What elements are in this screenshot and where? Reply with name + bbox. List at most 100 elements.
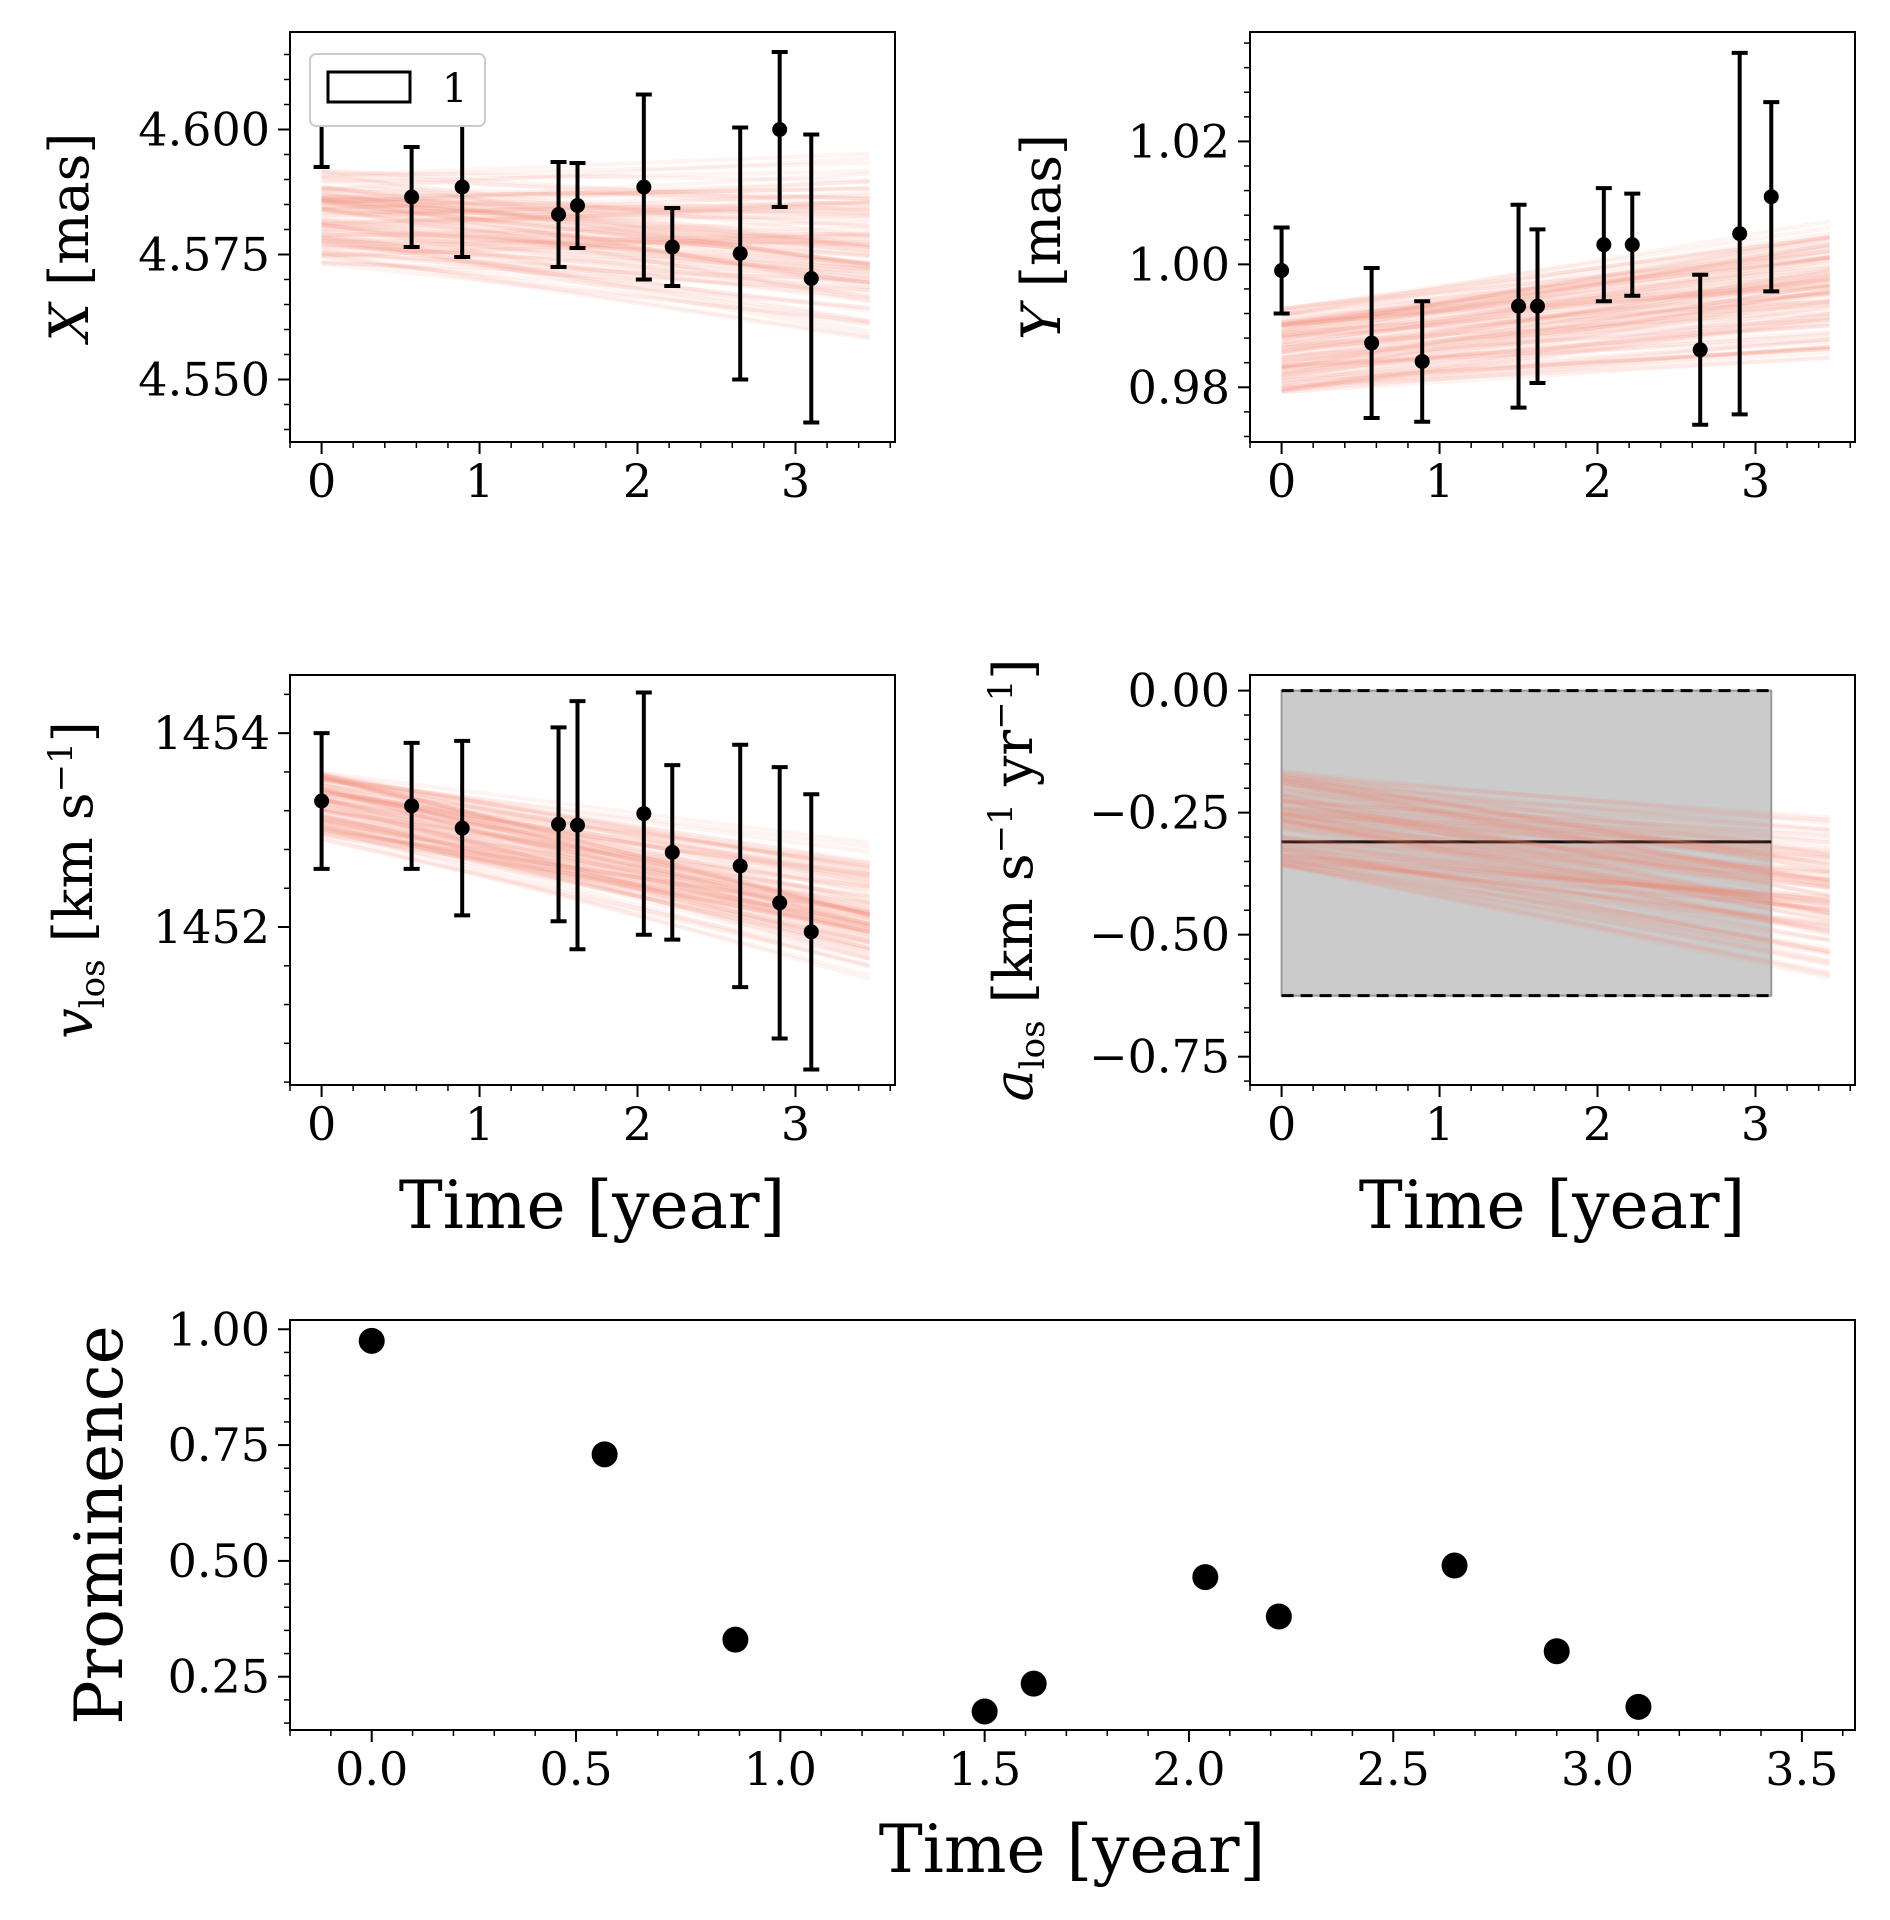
data-point	[1274, 263, 1290, 279]
posterior-sample-line	[1281, 835, 1830, 904]
posterior-sample-line	[1281, 861, 1830, 930]
x-tick-label: 1	[465, 1097, 494, 1151]
data-point	[636, 179, 652, 195]
data-point	[1624, 237, 1640, 253]
posterior-sample-line	[1281, 778, 1831, 866]
ylabel-unit: [km s	[982, 853, 1045, 1020]
posterior-sample-line	[1281, 776, 1831, 890]
x-tick-label: 2	[623, 1097, 652, 1151]
posterior-sample-line	[321, 250, 870, 290]
posterior-sample-line	[1281, 812, 1830, 882]
plot-frame	[289, 1319, 1856, 1731]
data-point	[803, 924, 819, 940]
panel-x: 0 1 2 3 4.550 4.575 4.600 1 X [mas]	[38, 31, 896, 508]
posterior-sample-line	[1281, 798, 1831, 915]
posterior-sample-line	[1281, 833, 1831, 931]
data-marks	[313, 50, 820, 425]
posterior-sample-line	[1281, 782, 1830, 845]
x-tick-label: 0	[1267, 454, 1296, 508]
posterior-sample-line	[1281, 842, 1831, 963]
posterior-sample-line	[1281, 772, 1831, 875]
posterior-sample-line	[1281, 857, 1831, 978]
plot-frame	[1249, 31, 1856, 443]
posterior-sample-line	[1281, 811, 1831, 913]
posterior-sample-line	[1281, 839, 1830, 911]
posterior-sample-line	[1281, 812, 1830, 853]
y-tick-label: 0.25	[168, 1650, 270, 1704]
posterior-sample-line	[1281, 837, 1830, 882]
posterior-sample-line	[321, 233, 871, 338]
posterior-sample-line	[1281, 791, 1830, 832]
y-tick-label: 4.600	[138, 103, 270, 157]
posterior-sample-line	[1281, 844, 1830, 912]
posterior-sample-line	[1281, 793, 1831, 904]
x-tick-label: 0	[307, 454, 336, 508]
posterior-sample-line	[1281, 820, 1830, 874]
posterior-lines	[1281, 768, 1831, 980]
data-point	[358, 1327, 385, 1354]
posterior-sample-line	[1281, 813, 1831, 934]
posterior-sample-line	[1281, 826, 1831, 934]
panel-vlos: 0 1 2 3 1452 1454 vlos [km s−1] Time [year]	[41, 674, 896, 1244]
data-marks	[1273, 50, 1780, 427]
posterior-sample-line	[1281, 782, 1831, 888]
posterior-sample-line	[1281, 799, 1831, 897]
posterior-sample-line	[1281, 797, 1831, 919]
posterior-sample-line	[1281, 835, 1830, 889]
posterior-sample-line	[1281, 815, 1830, 875]
ticks: 0 1 2 3 −0.75 −0.50 −0.25 0.00	[1089, 664, 1852, 1151]
posterior-sample-line	[1281, 814, 1830, 859]
ylabel-close: ]	[42, 721, 105, 742]
data-point	[551, 207, 567, 222]
plot-frame	[1249, 674, 1856, 1086]
y-tick-label: 0.75	[168, 1418, 270, 1472]
ylabel-sub: los	[73, 959, 113, 1008]
posterior-sample-line	[1281, 817, 1831, 916]
posterior-sample-line	[1281, 858, 1830, 900]
posterior-sample-line	[1281, 841, 1831, 956]
x-tick-label: 3.0	[1561, 1742, 1634, 1796]
data-marks	[1280, 689, 1773, 998]
y-axis-label: Y [mas]	[1010, 134, 1073, 340]
posterior-sample-line	[1281, 798, 1830, 838]
x-tick-label: 0.5	[539, 1742, 612, 1796]
posterior-sample-line	[321, 258, 870, 310]
posterior-sample-line	[321, 251, 870, 285]
posterior-sample-line	[1281, 853, 1830, 927]
ylabel-sub: los	[1013, 1020, 1053, 1069]
posterior-sample-line	[1281, 797, 1831, 898]
x-tick-label: 2	[1583, 1097, 1612, 1151]
data-point	[1441, 1552, 1468, 1579]
posterior-sample-line	[1281, 787, 1831, 883]
posterior-sample-line	[1281, 793, 1831, 883]
y-tick-label: 1454	[153, 706, 270, 760]
posterior-sample-line	[321, 239, 870, 301]
posterior-sample-line	[1281, 810, 1831, 908]
posterior-sample-line	[1281, 856, 1831, 967]
ylabel-unit: [km s	[42, 792, 105, 959]
posterior-sample-line	[321, 244, 870, 274]
ticks: 0 1 2 3 4.550 4.575 4.600	[138, 53, 892, 508]
posterior-sample-line	[321, 251, 870, 295]
posterior-sample-line	[1281, 823, 1830, 887]
x-tick-label: 3	[1741, 1097, 1770, 1151]
panel-prominence: 0.0 0.5 1.0 1.5 2.0 2.5 3.0 3.5 0.25 0.50 0.75 1.00…	[61, 1302, 1856, 1888]
posterior-sample-line	[321, 237, 870, 258]
posterior-sample-line	[1281, 816, 1831, 936]
posterior-sample-line	[1281, 853, 1830, 928]
data-point	[1192, 1564, 1219, 1591]
x-tick-label: 1.5	[948, 1742, 1021, 1796]
posterior-sample-line	[1281, 774, 1831, 867]
posterior-sample-line	[1281, 846, 1831, 953]
x-tick-label: 3	[1741, 454, 1770, 508]
ticks: 0 1 2 3 1452 1454	[153, 693, 892, 1151]
posterior-sample-line	[321, 261, 870, 324]
y-tick-label: −0.50	[1089, 908, 1230, 962]
data-point	[1732, 226, 1748, 242]
posterior-sample-line	[321, 241, 870, 313]
posterior-sample-line	[1281, 778, 1830, 834]
posterior-lines	[1281, 219, 1831, 395]
posterior-sample-line	[1281, 781, 1830, 858]
panel-alos: 0 1 2 3−0.75−0.50−0.250.00 alos [km s−1 yr−…	[981, 659, 1856, 1244]
